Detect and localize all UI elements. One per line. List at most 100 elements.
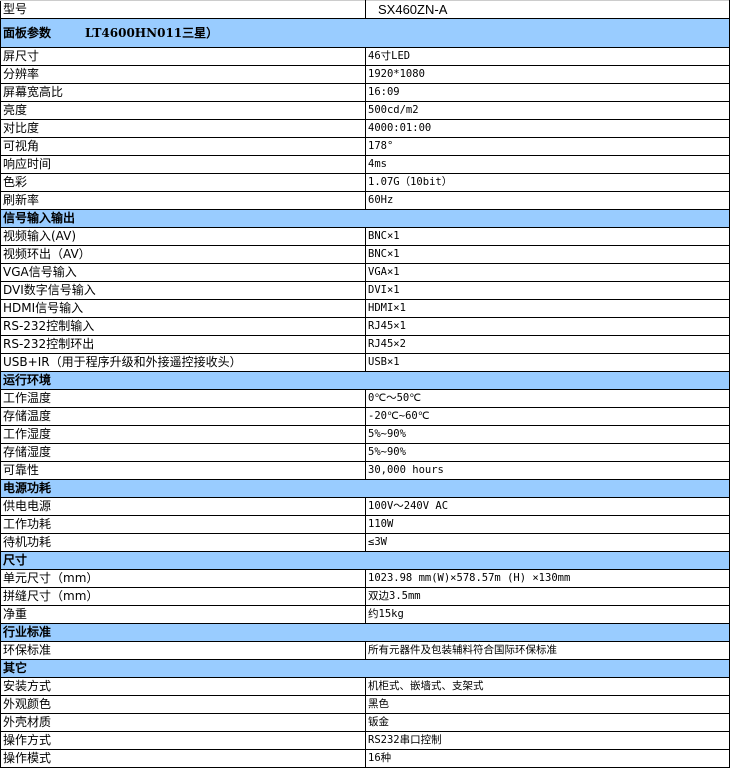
spec-label: 屏幕宽高比	[0, 83, 366, 102]
spec-row: 外观颜色 黑色	[0, 695, 730, 714]
spec-value: 500cd/m2	[365, 101, 730, 120]
spec-row: 视频输入(AV) BNC×1	[0, 227, 730, 246]
spec-label: 响应时间	[0, 155, 366, 174]
spec-value: RJ45×2	[365, 335, 730, 354]
section-header: 行业标准	[0, 623, 730, 642]
spec-row: 屏尺寸 46寸LED	[0, 47, 730, 66]
section-title: 其它	[0, 659, 730, 678]
spec-value: 178°	[365, 137, 730, 156]
spec-value: 双边3.5mm	[365, 587, 730, 606]
spec-value: 5%~90%	[365, 425, 730, 444]
spec-row: 工作湿度 5%~90%	[0, 425, 730, 444]
spec-value: 钣金	[365, 713, 730, 732]
spec-label: VGA信号输入	[0, 263, 366, 282]
spec-row: 单元尺寸（mm） 1023.98 mm(W)×578.57m (H) ×130mm	[0, 569, 730, 588]
spec-row: USB+IR（用于程序升级和外接遥控接收头） USB×1	[0, 353, 730, 372]
section-title-text: 信号输入输出	[3, 211, 76, 225]
spec-value: 110W	[365, 515, 730, 534]
spec-label: 供电电源	[0, 497, 366, 516]
section-title-text: 运行环境	[3, 373, 52, 387]
spec-value: BNC×1	[365, 245, 730, 264]
spec-row: RS-232控制环出 RJ45×2	[0, 335, 730, 354]
spec-label: 拼缝尺寸（mm）	[0, 587, 366, 606]
spec-label: 屏尺寸	[0, 47, 366, 66]
spec-value: VGA×1	[365, 263, 730, 282]
spec-value: RS232串口控制	[365, 731, 730, 750]
spec-value: USB×1	[365, 353, 730, 372]
section-title: 尺寸	[0, 551, 730, 570]
spec-row: 对比度 4000:01:00	[0, 119, 730, 138]
spec-row: 外壳材质 钣金	[0, 713, 730, 732]
section-title: 行业标准	[0, 623, 730, 642]
spec-value: 100V～240V AC	[365, 497, 730, 516]
spec-label: 单元尺寸（mm）	[0, 569, 366, 588]
section-header: 其它	[0, 659, 730, 678]
spec-row: 响应时间 4ms	[0, 155, 730, 174]
spec-row: 刷新率 60Hz	[0, 191, 730, 210]
spec-value: ≤3W	[365, 533, 730, 552]
spec-value: 4000:01:00	[365, 119, 730, 138]
spec-value: 黑色	[365, 695, 730, 714]
spec-label: RS-232控制环出	[0, 335, 366, 354]
spec-row: 操作方式 RS232串口控制	[0, 731, 730, 750]
spec-value: 60Hz	[365, 191, 730, 210]
spec-value: 5%~90%	[365, 443, 730, 462]
spec-row: 可靠性 30,000 hours	[0, 461, 730, 480]
spec-value: 4ms	[365, 155, 730, 174]
spec-value: 0℃～50℃	[365, 389, 730, 408]
spec-value: DVI×1	[365, 281, 730, 300]
spec-label: 视频环出（AV）	[0, 245, 366, 264]
spec-label: 操作方式	[0, 731, 366, 750]
panel-model: LT4600HN011三星）	[85, 25, 219, 40]
spec-row: 拼缝尺寸（mm） 双边3.5mm	[0, 587, 730, 606]
spec-label: 安装方式	[0, 677, 366, 696]
spec-value: 1023.98 mm(W)×578.57m (H) ×130mm	[365, 569, 730, 588]
section-title: 信号输入输出	[0, 209, 730, 228]
spec-row: 分辨率 1920*1080	[0, 65, 730, 84]
section-title: 面板参数 LT4600HN011三星）	[0, 18, 730, 48]
spec-label: 环保标准	[0, 641, 366, 660]
spec-label: USB+IR（用于程序升级和外接遥控接收头）	[0, 353, 366, 372]
spec-label: 可视角	[0, 137, 366, 156]
spec-value: 16种	[365, 749, 730, 768]
spec-label: 工作湿度	[0, 425, 366, 444]
section-header: 面板参数 LT4600HN011三星）	[0, 18, 730, 48]
spec-label: 工作功耗	[0, 515, 366, 534]
spec-label: 待机功耗	[0, 533, 366, 552]
spec-value: 46寸LED	[365, 47, 730, 66]
spec-value: BNC×1	[365, 227, 730, 246]
section-header: 电源功耗	[0, 479, 730, 498]
spec-row: 屏幕宽高比 16:09	[0, 83, 730, 102]
spec-row: 工作温度 0℃～50℃	[0, 389, 730, 408]
spec-row: 安装方式 机柜式、嵌墙式、支架式	[0, 677, 730, 696]
model-value: SX460ZN-A	[365, 0, 730, 19]
spec-row: 存储温度 -20℃~60℃	[0, 407, 730, 426]
spec-label: 工作温度	[0, 389, 366, 408]
spec-label: HDMI信号输入	[0, 299, 366, 318]
spec-value: 1.07G（10bit）	[365, 173, 730, 192]
spec-row: VGA信号输入 VGA×1	[0, 263, 730, 282]
spec-label: 分辨率	[0, 65, 366, 84]
section-title-text: 电源功耗	[3, 481, 52, 495]
spec-value: 16:09	[365, 83, 730, 102]
spec-row: 供电电源 100V～240V AC	[0, 497, 730, 516]
spec-label: 净重	[0, 605, 366, 624]
section-title-text: 行业标准	[3, 625, 52, 639]
spec-label: DVI数字信号输入	[0, 281, 366, 300]
spec-row: 工作功耗 110W	[0, 515, 730, 534]
model-row: 型号 SX460ZN-A	[0, 0, 730, 19]
spec-row: DVI数字信号输入 DVI×1	[0, 281, 730, 300]
section-title: 电源功耗	[0, 479, 730, 498]
spec-value: -20℃~60℃	[365, 407, 730, 426]
spec-value: 机柜式、嵌墙式、支架式	[365, 677, 730, 696]
spec-label: 亮度	[0, 101, 366, 120]
spec-label: 外壳材质	[0, 713, 366, 732]
spec-value: 所有元器件及包装辅料符合国际环保标准	[365, 641, 730, 660]
spec-row: 操作模式 16种	[0, 749, 730, 768]
spec-label: 可靠性	[0, 461, 366, 480]
spec-label: 色彩	[0, 173, 366, 192]
section-header: 运行环境	[0, 371, 730, 390]
section-title-text: 尺寸	[3, 553, 28, 567]
spec-row: 净重 约15kg	[0, 605, 730, 624]
spec-value: 1920*1080	[365, 65, 730, 84]
